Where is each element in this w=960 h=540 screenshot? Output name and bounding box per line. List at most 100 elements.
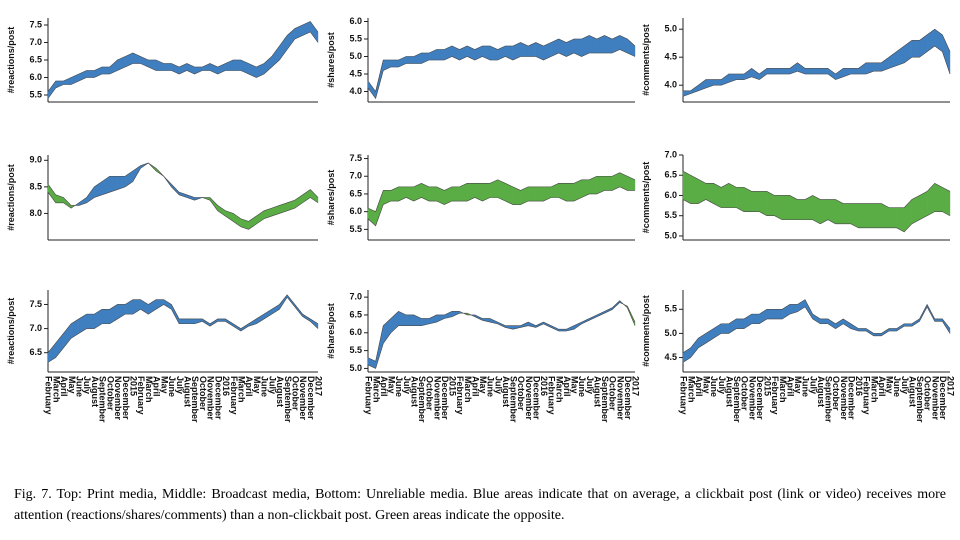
x-tick-label: July <box>175 376 185 394</box>
diff-area <box>451 45 460 61</box>
diff-area <box>581 179 590 198</box>
x-tick-label: March <box>463 376 473 403</box>
diff-area <box>736 318 745 329</box>
x-tick-label: July <box>493 376 503 394</box>
diff-area <box>596 35 605 54</box>
x-tick-label: 2017 <box>631 376 641 396</box>
x-tick-label: February <box>44 376 54 415</box>
y-axis-label: #reactions/post <box>6 27 16 94</box>
x-tick-label: June <box>709 376 719 397</box>
diff-area <box>904 323 913 327</box>
series-line <box>683 28 951 92</box>
diff-area <box>63 323 72 349</box>
diff-area <box>186 318 195 324</box>
x-tick-label: 2015 <box>763 376 773 396</box>
series-line <box>682 45 951 97</box>
diff-area <box>926 182 935 217</box>
x-tick-label: 2015 <box>448 376 458 396</box>
diff-area <box>256 63 265 78</box>
diff-area <box>459 45 468 61</box>
x-tick-label: April <box>877 376 887 397</box>
diff-area <box>596 176 605 195</box>
x-tick-label: November <box>930 376 940 421</box>
diff-area <box>812 68 821 75</box>
x-tick-label: October <box>290 376 300 411</box>
diff-area <box>604 35 613 54</box>
diff-area <box>474 45 483 61</box>
y-tick-label: 4.0 <box>349 86 362 96</box>
y-tick-label: 5.5 <box>349 224 362 234</box>
diff-area <box>881 328 890 337</box>
diff-area <box>865 328 874 337</box>
series-line <box>367 172 636 213</box>
x-tick-label: April <box>379 376 389 397</box>
y-tick-label: 4.5 <box>664 352 677 362</box>
y-tick-label: 5.0 <box>664 230 677 240</box>
x-tick-label: September <box>98 376 108 423</box>
diff-area <box>109 59 118 75</box>
series-line <box>367 302 636 369</box>
y-tick-label: 4.5 <box>349 68 362 78</box>
x-tick-label: October <box>923 376 933 411</box>
diff-area <box>367 207 376 227</box>
y-tick-label: 5.0 <box>664 328 677 338</box>
diff-area <box>194 318 203 325</box>
x-tick-label: May <box>252 376 262 394</box>
diff-area <box>405 186 414 202</box>
x-tick-label: February <box>547 376 557 415</box>
diff-area <box>163 63 172 71</box>
diff-area <box>751 313 760 324</box>
diff-area <box>751 191 760 212</box>
x-tick-label: June <box>167 376 177 397</box>
x-tick-label: November <box>839 376 849 421</box>
y-tick-label: 7.0 <box>349 292 362 302</box>
diff-area <box>873 62 882 72</box>
x-tick-label: August <box>182 376 192 407</box>
x-tick-label: April <box>59 376 69 397</box>
x-tick-label: March <box>144 376 154 403</box>
diff-area <box>178 191 188 198</box>
x-tick-label: November <box>206 376 216 421</box>
diff-area <box>720 323 729 334</box>
diff-area <box>573 38 582 57</box>
diff-area <box>101 309 110 324</box>
diff-area <box>451 186 460 202</box>
diff-area <box>55 80 64 89</box>
diff-area <box>843 203 852 225</box>
x-tick-label: July <box>402 376 412 394</box>
diff-area <box>240 59 249 75</box>
diff-area <box>405 56 414 64</box>
series-line <box>682 299 951 353</box>
diff-area <box>202 63 211 71</box>
diff-area <box>117 56 126 71</box>
diff-area <box>611 172 620 191</box>
diff-area <box>550 38 559 57</box>
diff-area <box>558 38 567 57</box>
series-line <box>47 162 319 230</box>
diff-area <box>520 186 529 205</box>
series-line <box>47 294 319 353</box>
y-tick-label: 6.5 <box>349 188 362 198</box>
x-tick-label: July <box>808 376 818 394</box>
diff-area <box>497 45 506 61</box>
diff-area <box>232 59 242 71</box>
x-tick-label: 2016 <box>854 376 864 396</box>
diff-area <box>390 186 399 202</box>
y-axis-label: #reactions/post <box>6 298 16 365</box>
diff-area <box>558 183 567 202</box>
y-tick-label: 6.5 <box>664 170 677 180</box>
diff-area <box>186 194 195 201</box>
y-axis-label: #comments/post <box>641 24 651 96</box>
diff-area <box>627 175 636 191</box>
x-tick-label: 2017 <box>946 376 956 396</box>
diff-area <box>896 323 905 332</box>
x-tick-label: December <box>440 376 450 420</box>
diff-area <box>812 313 821 325</box>
x-tick-label: February <box>364 376 374 415</box>
diff-area <box>217 205 226 217</box>
x-tick-label: March <box>869 376 879 403</box>
x-tick-label: May <box>793 376 803 394</box>
x-tick-label: August <box>501 376 511 407</box>
y-tick-label: 7.0 <box>349 171 362 181</box>
diff-area <box>109 304 118 325</box>
